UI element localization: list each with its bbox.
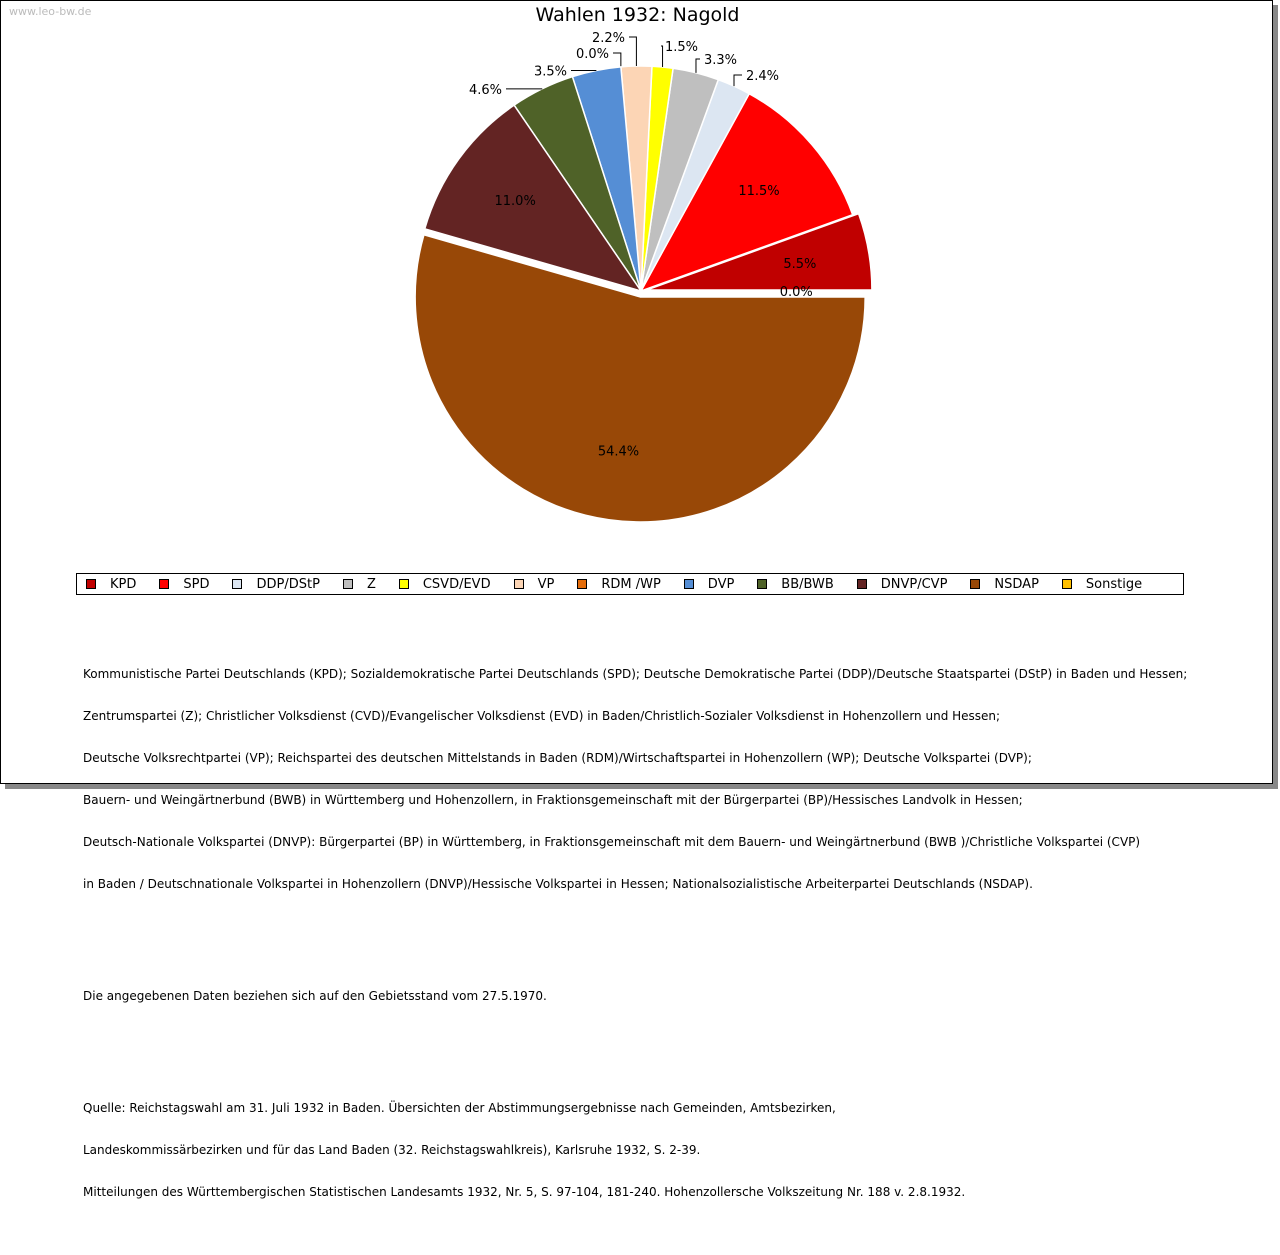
pie-slice-nsdap bbox=[414, 233, 866, 523]
legend-label: BB/BWB bbox=[781, 576, 834, 592]
pie-slice-spd bbox=[639, 92, 854, 293]
leader-line-csvd-evd bbox=[661, 45, 664, 68]
legend-item-csvd-evd: CSVD/EVD bbox=[398, 576, 491, 592]
legend-label: Z bbox=[366, 576, 376, 592]
legend-label: SPD bbox=[183, 576, 210, 592]
note-line: Deutsch-Nationale Volkspartei (DNVP): Bü… bbox=[83, 835, 1141, 849]
data-label-kpd: 5.5% bbox=[783, 257, 816, 272]
watermark: www.leo-bw.de bbox=[9, 5, 92, 18]
legend-label: NSDAP bbox=[994, 576, 1039, 592]
data-label-z: 3.3% bbox=[704, 53, 737, 68]
legend-swatch bbox=[856, 579, 867, 589]
note-line: Kommunistische Partei Deutschlands (KPD)… bbox=[83, 667, 1188, 681]
source-note: Quelle: Reichstagswahl am 31. Juli 1932 … bbox=[83, 1073, 1187, 1227]
source-line: Landeskommissärbezirken und für das Land… bbox=[83, 1143, 701, 1157]
legend-swatch bbox=[342, 579, 353, 589]
data-label-spd: 11.5% bbox=[738, 184, 779, 199]
legend-label: RDM /WP bbox=[601, 576, 661, 592]
territory-note: Die angegebenen Daten beziehen sich auf … bbox=[83, 989, 547, 1003]
data-label-dvp: 3.5% bbox=[534, 64, 567, 79]
legend-label: KPD bbox=[110, 576, 137, 592]
legend-swatch bbox=[683, 579, 694, 589]
data-label-csvd-evd: 1.5% bbox=[665, 40, 698, 55]
legend-item-sonstige: Sonstige bbox=[1061, 576, 1143, 592]
data-label-dnvp-cvp: 11.0% bbox=[495, 194, 536, 209]
pie-chart: 5.5%11.5%2.4%3.3%1.5%2.2%0.0%3.5%4.6%11.… bbox=[414, 31, 873, 523]
legend-item-spd: SPD bbox=[159, 577, 209, 592]
legend-swatch bbox=[398, 579, 409, 589]
legend-swatch bbox=[577, 579, 588, 589]
leader-line-ddp-dstp bbox=[733, 74, 742, 87]
legend-label: CSVD/EVD bbox=[422, 576, 491, 592]
legend-swatch bbox=[757, 579, 768, 589]
data-label-bb-bwb: 4.6% bbox=[469, 83, 502, 98]
leader-line-z bbox=[695, 58, 700, 73]
note-line: Zentrumspartei (Z); Christlicher Volksdi… bbox=[83, 709, 1001, 723]
legend-item-dvp: DVP bbox=[683, 576, 735, 592]
pie-slice-kpd bbox=[646, 212, 873, 291]
legend-swatch bbox=[159, 579, 170, 589]
data-label-rdm-wp: 0.0% bbox=[576, 47, 609, 62]
legend-label: DDP/DStP bbox=[256, 576, 320, 592]
data-label-nsdap: 54.4% bbox=[598, 445, 639, 460]
legend-swatch bbox=[513, 579, 524, 589]
pie-slice-dnvp-cvp bbox=[423, 104, 643, 293]
leader-line-vp bbox=[629, 36, 637, 67]
legend-item-vp: VP bbox=[513, 576, 555, 592]
legend-item-ddp-dstp: DDP/DStP bbox=[232, 576, 320, 592]
legend-item-kpd: KPD bbox=[86, 577, 136, 592]
data-label-ddp-dstp: 2.4% bbox=[746, 69, 779, 84]
data-label-vp: 2.2% bbox=[592, 31, 625, 46]
legend-label: Sonstige bbox=[1085, 576, 1143, 592]
legend-item-dnvp-cvp: DNVP/CVP bbox=[856, 576, 948, 592]
chart-frame: www.leo-bw.de 5.5% 11.5% 2.4% 3.3% 1.5% 2.2% 0… bbox=[0, 0, 1273, 1199]
legend-swatch bbox=[970, 579, 981, 589]
legend: KPD SPD DDP/DStP Z CSVD/EVD VP RDM /WP DVP BB/BW… bbox=[76, 573, 1184, 595]
note-line: in Baden / Deutschnationale Volkspartei … bbox=[83, 877, 1033, 891]
legend-item-z: Z bbox=[342, 576, 376, 592]
note-line: Deutsche Volksrechtpartei (VP); Reichspa… bbox=[83, 751, 1032, 765]
legend-swatch bbox=[1061, 579, 1072, 589]
legend-label: VP bbox=[537, 576, 555, 592]
legend-label: DNVP/CVP bbox=[880, 576, 948, 592]
party-notes: Kommunistische Partei Deutschlands (KPD)… bbox=[83, 639, 1187, 919]
legend-item-nsdap: NSDAP bbox=[970, 577, 1039, 592]
legend-label: DVP bbox=[707, 576, 735, 592]
data-label-sonstige: 0.0% bbox=[780, 285, 813, 300]
note-line: Bauern- und Weingärtnerbund (BWB) in Wür… bbox=[83, 793, 1023, 807]
legend-item-rdm-wp: RDM /WP bbox=[577, 576, 661, 592]
legend-item-bb-bwb: BB/BWB bbox=[757, 576, 834, 592]
source-line: Mitteilungen des Württembergischen Stati… bbox=[83, 1185, 966, 1199]
legend-swatch bbox=[86, 579, 96, 589]
leader-line-rdm-wp bbox=[613, 52, 622, 67]
legend-swatch bbox=[232, 579, 243, 589]
notes: Kommunistische Partei Deutschlands (KPD)… bbox=[83, 611, 1187, 1255]
chart-title: Wahlen 1932: Nagold bbox=[535, 4, 740, 26]
source-line: Quelle: Reichstagswahl am 31. Juli 1932 … bbox=[83, 1101, 836, 1115]
